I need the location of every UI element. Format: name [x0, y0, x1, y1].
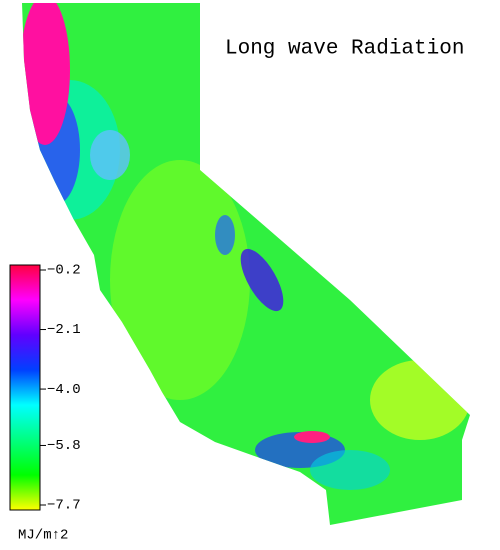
colorbar-tick-label: −7.7 — [47, 498, 81, 514]
colorbar-tick-label: −2.1 — [47, 322, 81, 338]
socal-peak — [294, 431, 330, 443]
sierra-north — [215, 215, 235, 255]
colorbar-unit: MJ/m↑2 — [18, 528, 68, 544]
map-title: Long wave Radiation — [225, 38, 464, 61]
california-map — [22, 3, 470, 525]
socal-cyan — [310, 450, 390, 490]
valley — [110, 160, 250, 400]
desert — [370, 360, 470, 440]
colorbar-tick-label: −5.8 — [47, 438, 81, 454]
colorbar: −0.2 −2.1 −4.0 −5.8 −7.7 — [9, 263, 81, 514]
colorbar-scale — [9, 264, 41, 511]
colorbar-tick-label: −0.2 — [47, 263, 81, 279]
sierra — [240, 248, 284, 312]
colorbar-tick-label: −4.0 — [47, 382, 81, 398]
coast-magenta — [22, 3, 70, 145]
lake-area — [90, 130, 130, 180]
